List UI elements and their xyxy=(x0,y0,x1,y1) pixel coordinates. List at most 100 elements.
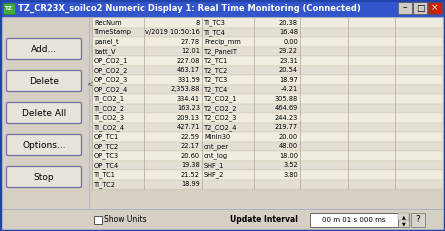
Bar xyxy=(92,132,443,142)
Text: 00 m 01 s 000 ms: 00 m 01 s 000 ms xyxy=(322,217,386,223)
Text: 22.17: 22.17 xyxy=(181,143,200,149)
Text: Add...: Add... xyxy=(31,45,57,54)
Bar xyxy=(92,94,443,103)
Bar xyxy=(1,17,444,209)
Text: TI_CO2_3: TI_CO2_3 xyxy=(94,114,125,121)
FancyBboxPatch shape xyxy=(7,39,81,60)
Text: 0.00: 0.00 xyxy=(283,39,298,45)
Text: TI_TC2: TI_TC2 xyxy=(94,181,116,188)
Text: TI_TC1: TI_TC1 xyxy=(94,171,116,178)
Text: T2_CO2_3: T2_CO2_3 xyxy=(204,114,237,121)
Text: TI_CO2_4: TI_CO2_4 xyxy=(94,124,125,131)
Text: Precip_mm: Precip_mm xyxy=(204,38,241,45)
Text: T2_CO2_1: T2_CO2_1 xyxy=(204,95,237,102)
Text: T2_CO2_4: T2_CO2_4 xyxy=(204,124,238,131)
Bar xyxy=(413,2,427,14)
Bar xyxy=(398,2,412,14)
Text: Show Units: Show Units xyxy=(104,216,146,225)
Text: OP_TC4: OP_TC4 xyxy=(94,162,119,169)
Text: TI_CO2_2: TI_CO2_2 xyxy=(94,105,125,112)
Bar xyxy=(92,37,443,46)
Bar xyxy=(92,103,443,113)
Text: MinIn30: MinIn30 xyxy=(204,134,230,140)
Text: □: □ xyxy=(416,3,424,12)
Text: –: – xyxy=(403,3,407,12)
Text: 18.97: 18.97 xyxy=(279,77,298,83)
Bar xyxy=(92,161,443,170)
Text: 2,353.88: 2,353.88 xyxy=(170,86,200,92)
Text: 227.08: 227.08 xyxy=(177,58,200,64)
Text: 20.00: 20.00 xyxy=(279,134,298,140)
Text: 23.31: 23.31 xyxy=(279,58,298,64)
Text: cnt_log: cnt_log xyxy=(204,152,228,159)
Text: 334.41: 334.41 xyxy=(177,96,200,102)
Text: 19.38: 19.38 xyxy=(181,162,200,168)
Text: 22.59: 22.59 xyxy=(181,134,200,140)
Text: 3.80: 3.80 xyxy=(283,172,298,178)
Bar xyxy=(92,142,443,151)
Text: T2_TC2: T2_TC2 xyxy=(204,67,228,74)
Text: 12.01: 12.01 xyxy=(181,48,200,54)
Text: T2_PanelT: T2_PanelT xyxy=(204,48,238,55)
Bar xyxy=(411,213,425,227)
Text: T2_CO2_2: T2_CO2_2 xyxy=(204,105,238,112)
Text: Stop: Stop xyxy=(34,173,54,182)
Text: 3.52: 3.52 xyxy=(283,162,298,168)
Text: 16.48: 16.48 xyxy=(279,29,298,35)
Bar xyxy=(398,213,409,227)
FancyBboxPatch shape xyxy=(7,167,81,188)
Text: 29.22: 29.22 xyxy=(279,48,298,54)
Bar xyxy=(92,18,443,27)
Text: 20.38: 20.38 xyxy=(279,20,298,26)
Text: TZ_CR23X_soilco2 Numeric Display 1: Real Time Monitoring (Connected): TZ_CR23X_soilco2 Numeric Display 1: Real… xyxy=(18,3,361,12)
Text: 18.99: 18.99 xyxy=(181,181,200,187)
Text: 464.69: 464.69 xyxy=(275,105,298,111)
Text: T2_TC4: T2_TC4 xyxy=(204,86,228,93)
Text: T2_TC1: T2_TC1 xyxy=(204,57,228,64)
Bar xyxy=(94,216,102,224)
Text: cnt_per: cnt_per xyxy=(204,143,229,150)
Text: Delete: Delete xyxy=(29,76,59,85)
FancyBboxPatch shape xyxy=(7,70,81,91)
Bar xyxy=(92,179,443,189)
Text: 48.00: 48.00 xyxy=(279,143,298,149)
Bar xyxy=(92,170,443,179)
Text: ×: × xyxy=(431,3,439,12)
Bar xyxy=(92,113,443,122)
Bar xyxy=(92,122,443,132)
Text: OP_TC2: OP_TC2 xyxy=(94,143,119,150)
Text: 244.23: 244.23 xyxy=(275,115,298,121)
Text: OP_CO2_4: OP_CO2_4 xyxy=(94,86,128,93)
Text: 20.54: 20.54 xyxy=(279,67,298,73)
Bar xyxy=(398,213,409,220)
Bar xyxy=(92,75,443,85)
Text: TZ: TZ xyxy=(5,6,13,11)
Text: 427.71: 427.71 xyxy=(177,124,200,130)
Bar xyxy=(92,56,443,66)
Text: OP_CO2_1: OP_CO2_1 xyxy=(94,57,128,64)
Text: T2_TC3: T2_TC3 xyxy=(204,76,228,83)
Bar xyxy=(3,3,15,14)
Bar xyxy=(92,46,443,56)
Text: 18.00: 18.00 xyxy=(279,153,298,159)
Text: OP_CO2_3: OP_CO2_3 xyxy=(94,76,128,83)
Bar xyxy=(92,85,443,94)
Text: panel_t: panel_t xyxy=(94,38,119,45)
Text: TimeStamp: TimeStamp xyxy=(94,29,132,35)
Bar xyxy=(1,17,89,209)
Text: 331.59: 331.59 xyxy=(177,77,200,83)
Text: 305.88: 305.88 xyxy=(275,96,298,102)
Text: 209.13: 209.13 xyxy=(177,115,200,121)
Text: SHF_1: SHF_1 xyxy=(204,162,224,169)
Bar xyxy=(310,213,398,227)
Text: <: < xyxy=(86,80,93,89)
Text: ▲: ▲ xyxy=(402,214,405,219)
Text: ▼: ▼ xyxy=(402,221,405,226)
Bar xyxy=(92,66,443,75)
FancyBboxPatch shape xyxy=(7,103,81,124)
Text: 8: 8 xyxy=(196,20,200,26)
Bar xyxy=(92,179,443,189)
Text: 219.77: 219.77 xyxy=(275,124,298,130)
Text: OP_CO2_2: OP_CO2_2 xyxy=(94,67,128,74)
Text: 463.17: 463.17 xyxy=(177,67,200,73)
